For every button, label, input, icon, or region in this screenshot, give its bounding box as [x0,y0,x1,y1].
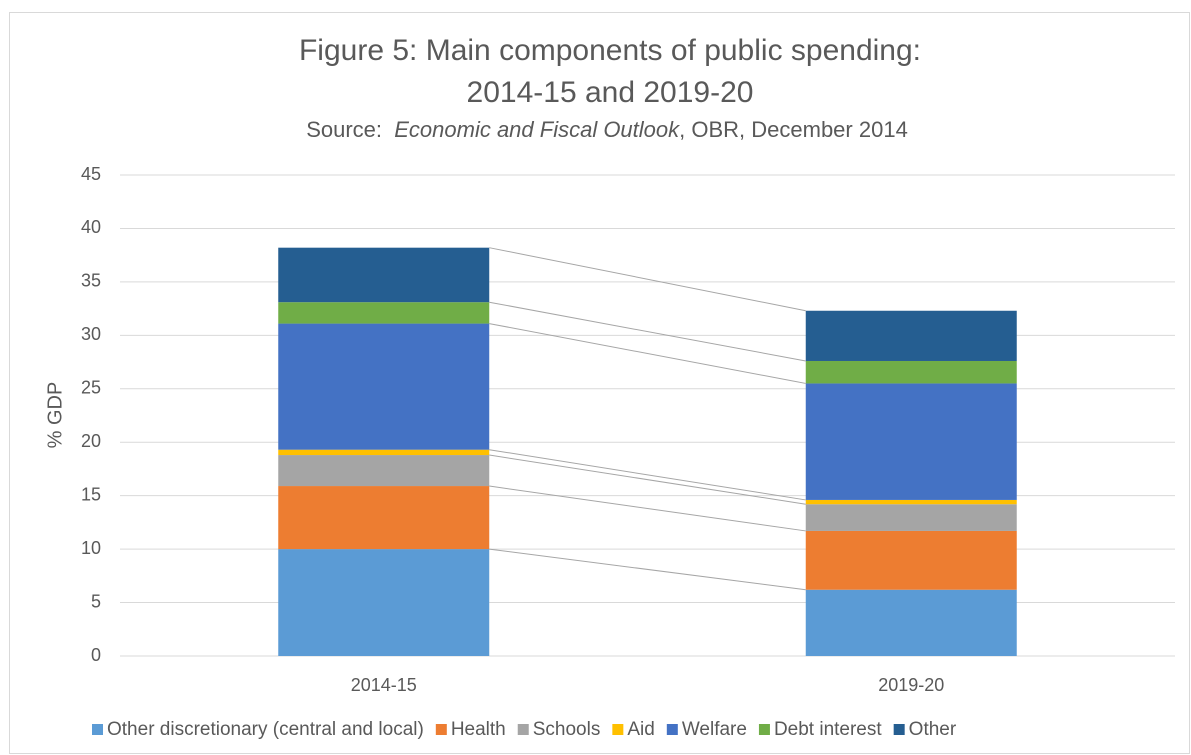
subtitle-part: Economic and Fiscal Outlook [394,117,680,142]
y-tick-label: 5 [91,591,101,611]
bar-segment [805,383,1017,500]
legend-label: Debt interest [774,719,882,740]
y-tick-label: 0 [91,645,101,665]
legend-swatch [517,724,529,735]
y-tick-label: 40 [81,217,101,237]
y-tick-label: 10 [81,538,101,558]
y-tick-label: 15 [81,484,101,504]
y-tick-label: 35 [81,271,101,291]
series-connector [489,548,806,591]
bar-segment [278,449,490,456]
bar-segment [805,504,1017,531]
series-connector [489,485,806,532]
legend-label: Health [451,719,506,740]
bar-segment [805,499,1017,505]
series-connector [489,301,806,362]
y-tick-label: 20 [81,431,101,451]
series-connector [489,454,806,505]
legend-swatch [893,724,905,735]
bar-segment [805,589,1017,656]
bar-segment [278,302,490,324]
legend-swatch [92,724,103,735]
series-connector [489,449,806,501]
x-tick-label: 2019-20 [878,675,944,695]
y-tick-label: 25 [81,378,101,398]
subtitle-part: , OBR, December 2014 [679,117,908,142]
y-tick-label: 30 [81,324,101,344]
bar-segment [805,360,1017,384]
legend-swatch [758,724,770,735]
series-connector [489,247,806,312]
bar-segment [805,310,1017,361]
legend-swatch [435,724,447,735]
legend-label: Aid [627,719,654,740]
legend-label: Other discretionary (central and local) [107,719,424,740]
series-connector [489,323,806,384]
y-axis-label: % GDP [44,382,66,449]
bar-segment [278,247,490,303]
legend-label: Welfare [682,719,747,740]
subtitle-part: Source: [306,117,394,142]
legend-label: Schools [533,719,601,740]
bar-segment [278,455,490,487]
chart-title: 2014-15 and 2019-20 [467,76,754,109]
bar-segment [278,323,490,450]
bar-segment [278,486,490,550]
chart-title: Figure 5: Main components of public spen… [299,34,921,67]
bar-segment [278,549,490,656]
y-tick-label: 45 [81,164,101,184]
bar-segment [805,530,1017,590]
legend-swatch [666,724,678,735]
chart-subtitle: Source: Economic and Fiscal Outlook, OBR… [306,117,908,142]
x-tick-label: 2014-15 [351,675,417,695]
legend-label: Other [909,719,957,740]
legend-swatch [612,724,624,735]
